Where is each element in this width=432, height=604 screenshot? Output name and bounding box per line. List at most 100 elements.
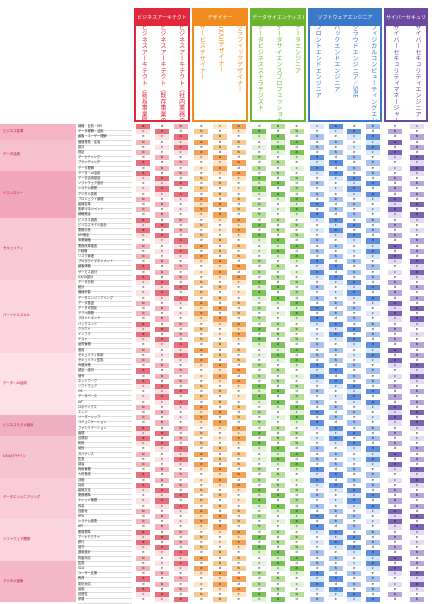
skill-level-cell: a bbox=[194, 347, 209, 353]
role-header: ビジネスアーキテクト ビジネスアーキテクト（新規事業開発） ビジネスアーキテクト（既… bbox=[0, 0, 432, 124]
skill-level-cell: b bbox=[328, 139, 343, 145]
skill-level-cell: a bbox=[252, 384, 267, 390]
skill-level-cell: d bbox=[200, 238, 203, 243]
skill-row: デジタル技術 e c a d b e c a d b e c a d b bbox=[0, 191, 432, 199]
skill-level-cell: a bbox=[271, 238, 285, 244]
skill-row: コミュニケーション d b e c a d b e c a d b e c a bbox=[0, 420, 432, 427]
skill-level-cell: c bbox=[194, 420, 209, 426]
skill-level-cell: e bbox=[334, 285, 337, 290]
skill-level-cell: b bbox=[194, 186, 209, 192]
skill-level-cell: d bbox=[179, 233, 182, 238]
skill-level-cell: e bbox=[142, 550, 145, 555]
skill-level-cell: d bbox=[353, 321, 356, 326]
skill-level-cell: b bbox=[136, 254, 151, 260]
skill-level-cell: a bbox=[365, 550, 380, 556]
skill-level-cell: b bbox=[173, 274, 188, 280]
skill-level-cell: b bbox=[410, 285, 424, 291]
skill-level-cell: b bbox=[213, 248, 227, 254]
skill-level-cell: d bbox=[393, 134, 397, 139]
skill-name: 移行 bbox=[78, 540, 132, 547]
skill-level-cell: a bbox=[388, 508, 402, 514]
skill-level-cell: b bbox=[155, 165, 169, 171]
skill-level-cell: c bbox=[289, 269, 304, 275]
skill-level-cell: b bbox=[252, 165, 267, 171]
skill-level-cell: e bbox=[393, 264, 397, 269]
skill-level-cell: b bbox=[388, 186, 402, 192]
skill-level-cell: d bbox=[276, 233, 280, 238]
skill-name: 教育 bbox=[78, 576, 132, 583]
skill-level-cell: c bbox=[271, 300, 285, 306]
skill-name: 検証 bbox=[78, 150, 132, 157]
skill-level-cell: b bbox=[213, 560, 227, 566]
skill-level-cell: e bbox=[334, 550, 337, 555]
skill-level-cell: c bbox=[289, 514, 304, 520]
skill-level-cell: c bbox=[252, 560, 267, 566]
skill-level-cell: b bbox=[410, 134, 424, 140]
skill-level-cell: d bbox=[316, 139, 319, 144]
skill-name: クラウド bbox=[78, 327, 132, 334]
skill-level-cell: a bbox=[194, 139, 209, 145]
skill-level-cell: d bbox=[393, 493, 397, 498]
skill-level-cell: a bbox=[155, 488, 169, 494]
skill-level-cell: a bbox=[410, 316, 424, 322]
skill-level-cell: d bbox=[371, 337, 374, 342]
skill-level-cell: b bbox=[252, 524, 267, 530]
skill-level-cell: e bbox=[200, 332, 203, 336]
skill-level-cell: c bbox=[365, 207, 380, 213]
skill-level-cell: d bbox=[142, 373, 145, 378]
skill-level-cell: a bbox=[173, 456, 188, 462]
skill-level-cell: b bbox=[328, 300, 343, 306]
skill-level-cell: b bbox=[136, 358, 151, 364]
skill-row: 設計 e c a d b e c a d b e c a d b bbox=[0, 144, 432, 152]
skill-level-cell: e bbox=[276, 306, 280, 310]
skill-row: 戦略・目的・KPI a d b e c a d b e c a d b e c bbox=[0, 124, 432, 131]
skill-level-cell: e bbox=[160, 311, 164, 316]
skill-level-cell: e bbox=[200, 529, 203, 534]
skill-row: 障害対応 b e c a d b e c a d b e c a d bbox=[0, 555, 432, 563]
skill-level-cell: a bbox=[213, 269, 227, 275]
skill-level-cell: e bbox=[200, 472, 203, 477]
skill-level-cell: d bbox=[334, 269, 337, 274]
skill-level-cell: a bbox=[136, 217, 151, 223]
skill-level-cell: a bbox=[231, 540, 246, 546]
skill-level-cell: d bbox=[316, 555, 319, 560]
skill-level-cell: a bbox=[173, 191, 188, 197]
skill-level-cell: d bbox=[334, 212, 337, 217]
role-group-3: ソフトウェアエンジニア bbox=[308, 8, 382, 122]
skill-level-cell: a bbox=[231, 368, 246, 374]
skill-level-cell: b bbox=[173, 482, 188, 488]
skill-level-cell: c bbox=[173, 508, 188, 514]
skill-level-cell: a bbox=[194, 404, 209, 410]
skill-row: プロジェクト管理 b e c a d b e c a d b e c a d bbox=[0, 196, 432, 204]
skill-level-cell: b bbox=[328, 311, 343, 317]
skill-level-cell: a bbox=[173, 144, 188, 150]
skill-level-cell: a bbox=[365, 238, 380, 244]
skill-level-cell: e bbox=[415, 534, 419, 539]
skill-level-cell: d bbox=[334, 524, 337, 529]
skill-level-cell: b bbox=[271, 124, 285, 130]
role-group-1: デザイナー bbox=[192, 8, 248, 122]
skill-level-cell: e bbox=[200, 576, 203, 581]
skill-level-cell: d bbox=[142, 420, 145, 425]
skill-level-cell: e bbox=[393, 160, 397, 165]
skill-level-cell: d bbox=[142, 155, 145, 160]
skill-level-cell: c bbox=[388, 477, 402, 483]
skill-level-cell: a bbox=[365, 493, 380, 499]
skill-level-cell: b bbox=[365, 482, 380, 488]
skill-level-cell: d bbox=[218, 462, 222, 466]
skill-level-cell: b bbox=[194, 233, 209, 239]
skill-row: 監査 e c a d b e c a d b e c a d b bbox=[0, 456, 432, 464]
skill-level-cell: b bbox=[231, 207, 246, 213]
skill-level-cell: b bbox=[289, 498, 304, 504]
skill-level-cell: d bbox=[200, 446, 203, 451]
skill-level-cell: c bbox=[155, 181, 169, 187]
role-name: バックエンドエンジニア bbox=[332, 24, 340, 93]
skill-row: 変革マネジメント b e c a d b e c a d b e c a d bbox=[0, 207, 432, 214]
skill-level-cell: e bbox=[160, 508, 164, 513]
skill-level-cell: b bbox=[155, 202, 169, 208]
skill-level-cell: b bbox=[213, 389, 227, 395]
skill-level-cell: c bbox=[155, 560, 169, 566]
skill-level-cell: d bbox=[276, 441, 280, 446]
skill-level-cell: a bbox=[365, 597, 380, 603]
skill-level-cell: c bbox=[173, 254, 188, 260]
